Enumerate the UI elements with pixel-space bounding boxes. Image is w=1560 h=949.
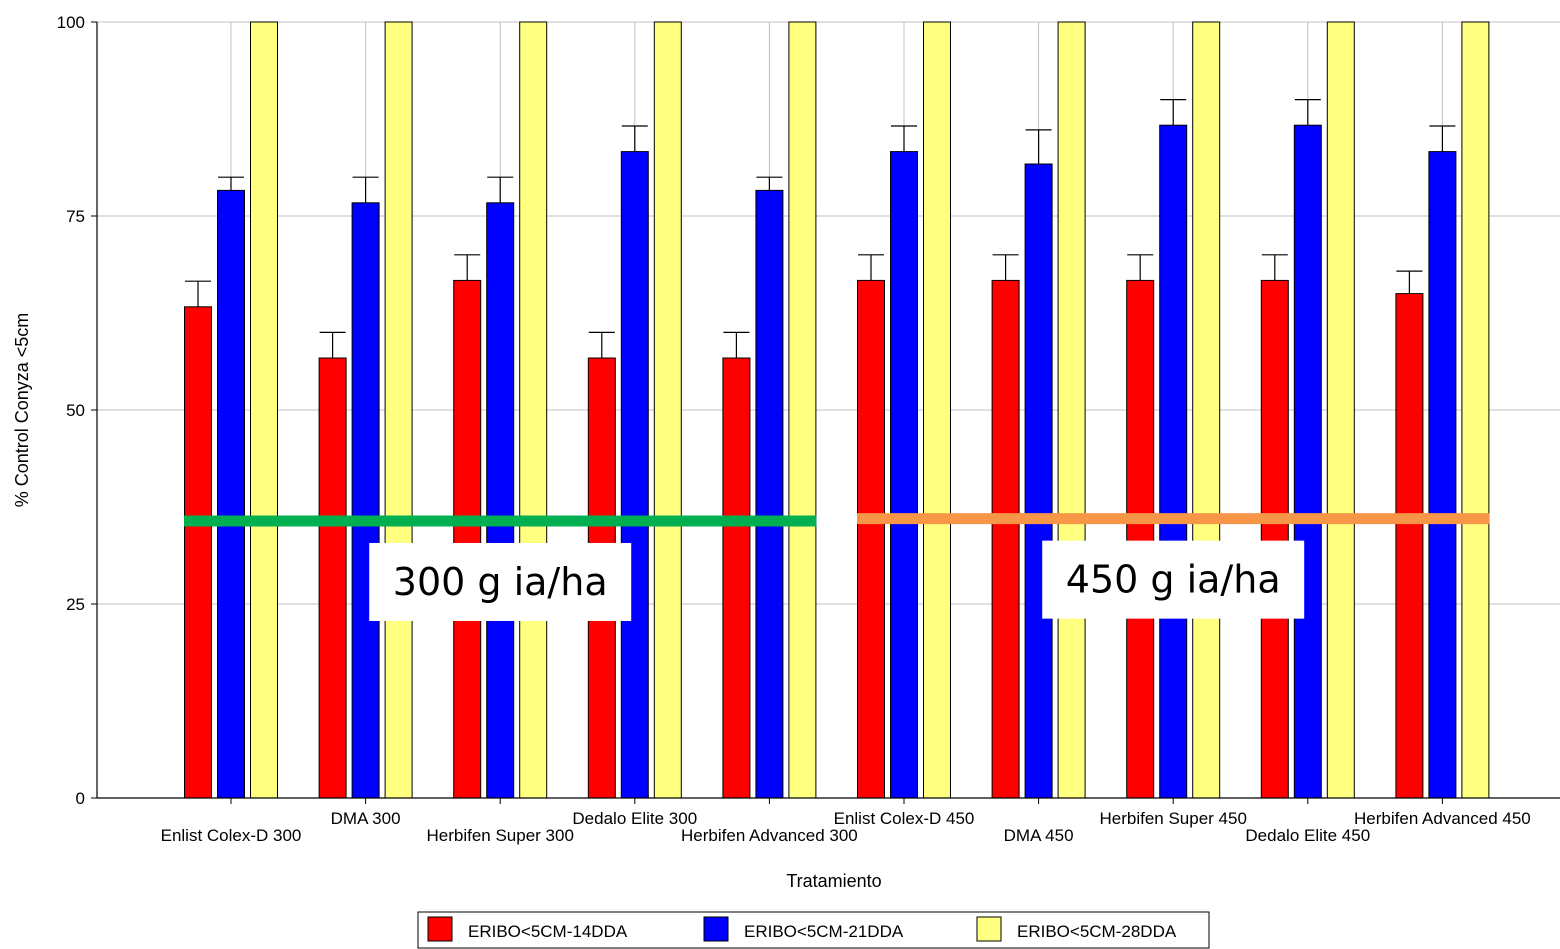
bar-3: [519, 21, 548, 799]
legend-swatch-2: [703, 916, 729, 942]
bar-3: [250, 21, 278, 799]
x-tick-label: Dedalo Elite 300: [572, 809, 697, 828]
y-tick-label: 25: [66, 595, 85, 614]
x-axis-title: Tratamiento: [786, 871, 881, 891]
legend-label-3: ERIBO<5CM-28DDA: [1017, 922, 1177, 941]
bar-1: [1395, 293, 1424, 799]
bar-3: [923, 21, 951, 799]
bar-1: [1260, 279, 1289, 799]
bar-1: [991, 279, 1020, 799]
x-tick-label: Dedalo Elite 450: [1245, 826, 1370, 845]
legend-box: [417, 911, 1210, 949]
x-tick-label: Herbifen Super 450: [1099, 809, 1246, 828]
bar-3: [1461, 21, 1490, 799]
bar-2: [1428, 151, 1457, 799]
x-tick-label: Enlist Colex-D 300: [161, 826, 302, 845]
bar-1: [1126, 279, 1155, 799]
bar-3: [1326, 21, 1355, 799]
bar-2: [620, 151, 649, 799]
x-tick-label: Herbifen Advanced 300: [681, 826, 858, 845]
y-tick-label: 75: [66, 207, 85, 226]
dose-overlays: 300 g ia/ha 450 g ia/ha: [184, 513, 1490, 621]
axes: 0 25 50 75 100 Enlist Colex-D 300 DMA 300 Herbi…: [57, 13, 1560, 845]
bar-2: [486, 202, 515, 799]
x-tick-label: DMA 300: [331, 809, 401, 828]
x-tick-label: Herbifen Advanced 450: [1354, 809, 1531, 828]
legend-label-2: ERIBO<5CM-21DDA: [744, 922, 904, 941]
bar-2: [351, 202, 380, 799]
bar-1: [184, 306, 212, 799]
bar-2: [890, 151, 918, 799]
bar-3: [1057, 21, 1086, 799]
legend: ERIBO<5CM-14DDA ERIBO<5CM-21DDA ERIBO<5CM-…: [417, 911, 1210, 949]
bar-1: [318, 357, 347, 799]
legend-swatch-3: [976, 916, 1002, 942]
bar-1: [857, 279, 885, 799]
y-axis-title: % Control Conyza <5cm: [12, 313, 32, 508]
bar-2: [1293, 124, 1322, 799]
bar-3: [653, 21, 682, 799]
dose-label: 450 g ia/ha: [1066, 558, 1281, 602]
y-tick-label: 0: [76, 789, 85, 808]
bar-2: [755, 189, 784, 799]
bar-3: [1192, 21, 1221, 799]
legend-label-1: ERIBO<5CM-14DDA: [468, 922, 628, 941]
x-tick-label: Enlist Colex-D 450: [834, 809, 975, 828]
bar-2: [1024, 163, 1053, 799]
bar-3: [384, 21, 413, 799]
dose-label-box: [369, 542, 632, 621]
bar-2: [1159, 124, 1188, 799]
y-tick-label: 50: [66, 401, 85, 420]
bar-1: [453, 279, 482, 799]
dose-label: 300 g ia/ha: [393, 560, 608, 604]
dose-label-box: [1042, 540, 1305, 619]
x-tick-label: Herbifen Super 300: [426, 826, 573, 845]
bars: [184, 21, 1490, 799]
bar-1: [722, 357, 751, 799]
x-tick-label: DMA 450: [1004, 826, 1074, 845]
bar-3: [788, 21, 817, 799]
bar-2: [217, 189, 245, 799]
y-tick-label: 100: [57, 13, 85, 32]
legend-swatch-1: [427, 916, 453, 942]
